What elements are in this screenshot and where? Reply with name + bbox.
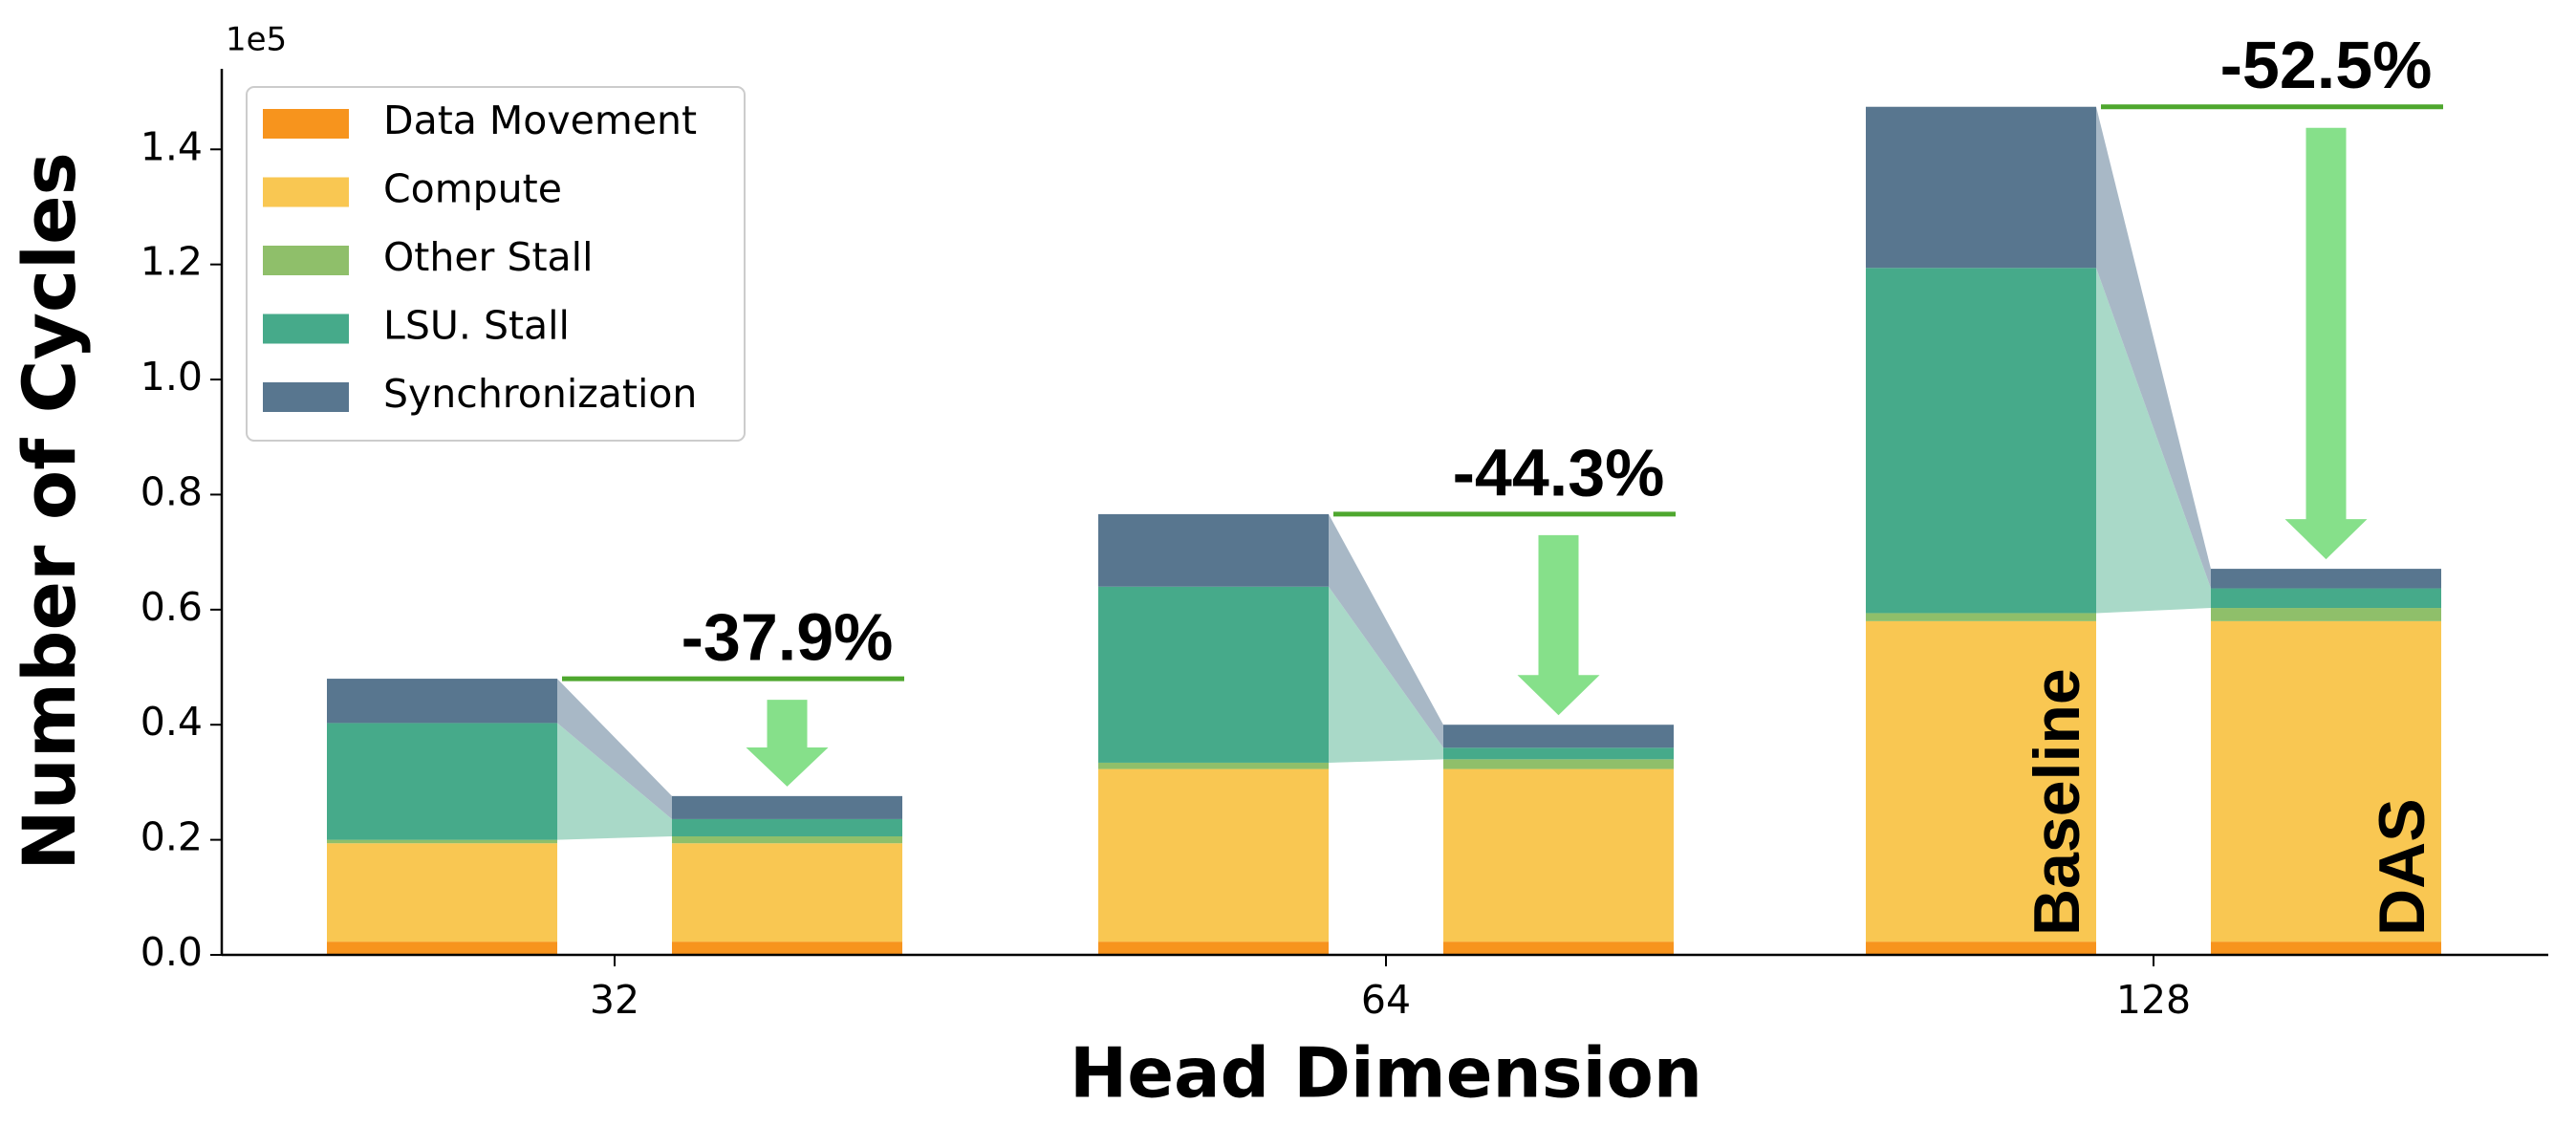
bar-segment [327, 679, 557, 724]
bar-segment [327, 941, 557, 955]
annotation: -52.5% [2220, 28, 2433, 102]
bar-segment [1443, 768, 1674, 942]
legend-swatch [263, 177, 349, 207]
connector [1329, 586, 1443, 763]
connector [557, 679, 672, 819]
bar-segment [2211, 941, 2441, 955]
x-tick-label: 64 [1361, 977, 1411, 1023]
bar-segment [2211, 608, 2441, 621]
connector [2096, 268, 2211, 614]
connector [2096, 106, 2211, 589]
reduction-arrow [746, 700, 829, 787]
bar-segment [672, 795, 902, 819]
bar-label: DAS [2366, 798, 2438, 936]
bar-segment [1098, 768, 1329, 942]
y-tick-label: 1.2 [141, 239, 203, 285]
bar-segment [1098, 762, 1329, 769]
bar-segment [1443, 725, 1674, 748]
bar-segment [672, 941, 902, 955]
y-tick-label: 1.4 [141, 123, 203, 169]
reduction-arrow [1517, 534, 1600, 716]
bar-segment [1443, 759, 1674, 769]
bar-segment [672, 843, 902, 942]
legend-swatch [263, 109, 349, 139]
reduction-arrow [2284, 127, 2368, 560]
bar-segment [327, 723, 557, 840]
axis-offset: 1e5 [226, 21, 287, 59]
connector [557, 723, 672, 840]
bar-segment [327, 839, 557, 844]
y-tick-label: 0.0 [141, 929, 203, 975]
y-tick-label: 0.6 [141, 584, 203, 630]
bar-segment [1098, 941, 1329, 955]
legend-swatch [263, 382, 349, 412]
bar-segment [672, 818, 902, 836]
bar-segment [1443, 747, 1674, 760]
legend-label: Synchronization [383, 371, 697, 417]
y-tick-label: 0.8 [141, 468, 203, 514]
bar-segment [1866, 613, 2096, 621]
bar-segment [1866, 620, 2096, 942]
legend-label: Data Movement [383, 97, 697, 143]
bar-segment [2211, 588, 2441, 609]
legend-label: Other Stall [383, 234, 593, 280]
annotation: -44.3% [1453, 435, 1665, 509]
annotation: -37.9% [682, 600, 894, 675]
bars [327, 106, 2441, 955]
y-tick-label: 0.2 [141, 814, 203, 860]
bar-segment [672, 835, 902, 844]
bar-segment [1866, 268, 2096, 614]
bar-segment [2211, 620, 2441, 942]
legend-box [246, 86, 746, 442]
connector [1329, 513, 1443, 748]
bar-segment [1866, 106, 2096, 269]
legend-label: Compute [383, 166, 562, 212]
legend-swatch [263, 314, 349, 344]
connectors [557, 106, 2211, 840]
bar-segment [1866, 941, 2096, 955]
y-axis-title: Number of Cycles [7, 152, 92, 871]
bar-label: Baseline [2021, 668, 2093, 936]
bar-segment [1098, 586, 1329, 763]
legend-swatch [263, 246, 349, 275]
bar-segment [2211, 569, 2441, 589]
x-tick-label: 128 [2116, 977, 2191, 1023]
bar-segment [1443, 941, 1674, 955]
bar-segment [1098, 513, 1329, 587]
y-tick-label: 0.4 [141, 699, 203, 745]
legend-label: LSU. Stall [383, 303, 570, 349]
x-axis-title: Head Dimension [1070, 1033, 1702, 1114]
y-tick-label: 1.0 [141, 354, 203, 400]
x-tick-label: 32 [590, 977, 639, 1023]
bar-segment [327, 843, 557, 942]
